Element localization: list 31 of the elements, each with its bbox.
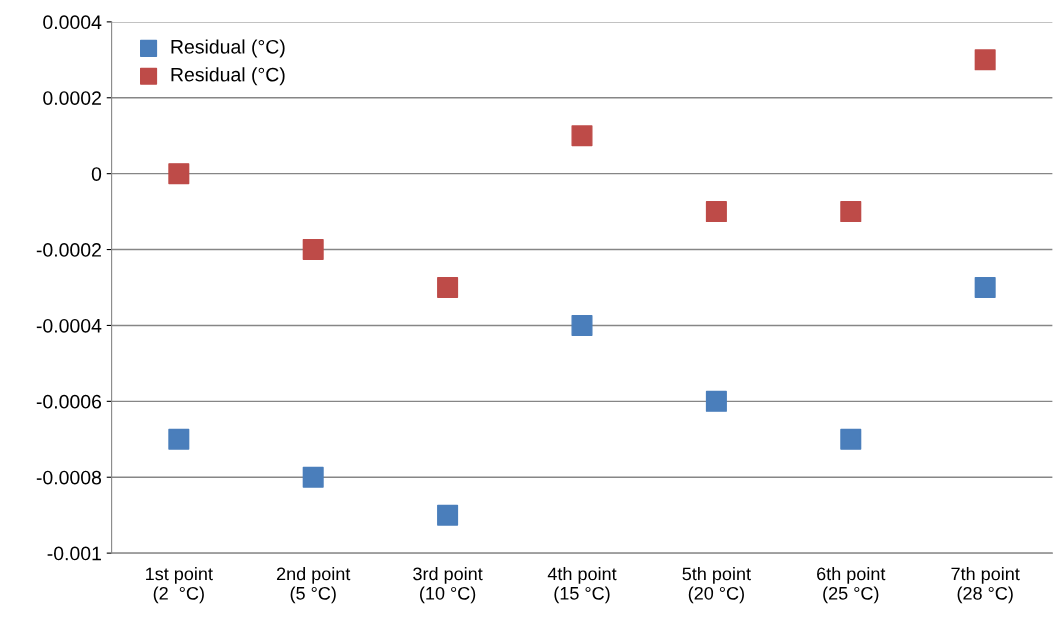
y-tick-label: -0.0008 — [36, 470, 102, 485]
y-tick-label: 0 — [91, 167, 102, 181]
point — [840, 428, 862, 450]
x-tick-label: 4th point (15 °C) — [547, 567, 617, 604]
y-tick-label: -0.0004 — [36, 318, 102, 333]
y-tick-label: -0.0006 — [36, 394, 102, 409]
x-tick-label: 5th point (20 °C) — [682, 567, 751, 604]
point — [974, 276, 996, 299]
x-tick-label: 2nd point (5 °C) — [276, 567, 351, 604]
point — [840, 201, 862, 223]
point — [302, 466, 324, 488]
point — [705, 390, 727, 412]
y-tick-label: -0.0002 — [36, 243, 101, 257]
point — [705, 201, 727, 223]
x-tick-label: 7th point (28 °C) — [951, 567, 1020, 604]
point — [168, 163, 190, 185]
y-tick-label: -0.001 — [47, 546, 101, 561]
point — [571, 125, 593, 147]
x-tick-label: 6th point (25 °C) — [817, 567, 886, 604]
point — [437, 504, 459, 526]
point — [302, 239, 324, 261]
x-tick-label: 1st point (2 °C) — [146, 567, 213, 604]
x-tick-label: 3rd point (10 °C) — [413, 567, 483, 604]
legend-label: Residual (°C) — [171, 67, 285, 86]
y-tick-label: 0.0002 — [43, 91, 101, 105]
y-tick-label: 0.0004 — [43, 15, 102, 30]
point — [571, 314, 593, 336]
point — [168, 428, 190, 450]
legend-label: Residual (°C) — [171, 39, 285, 58]
point — [974, 49, 996, 71]
point — [437, 276, 459, 299]
